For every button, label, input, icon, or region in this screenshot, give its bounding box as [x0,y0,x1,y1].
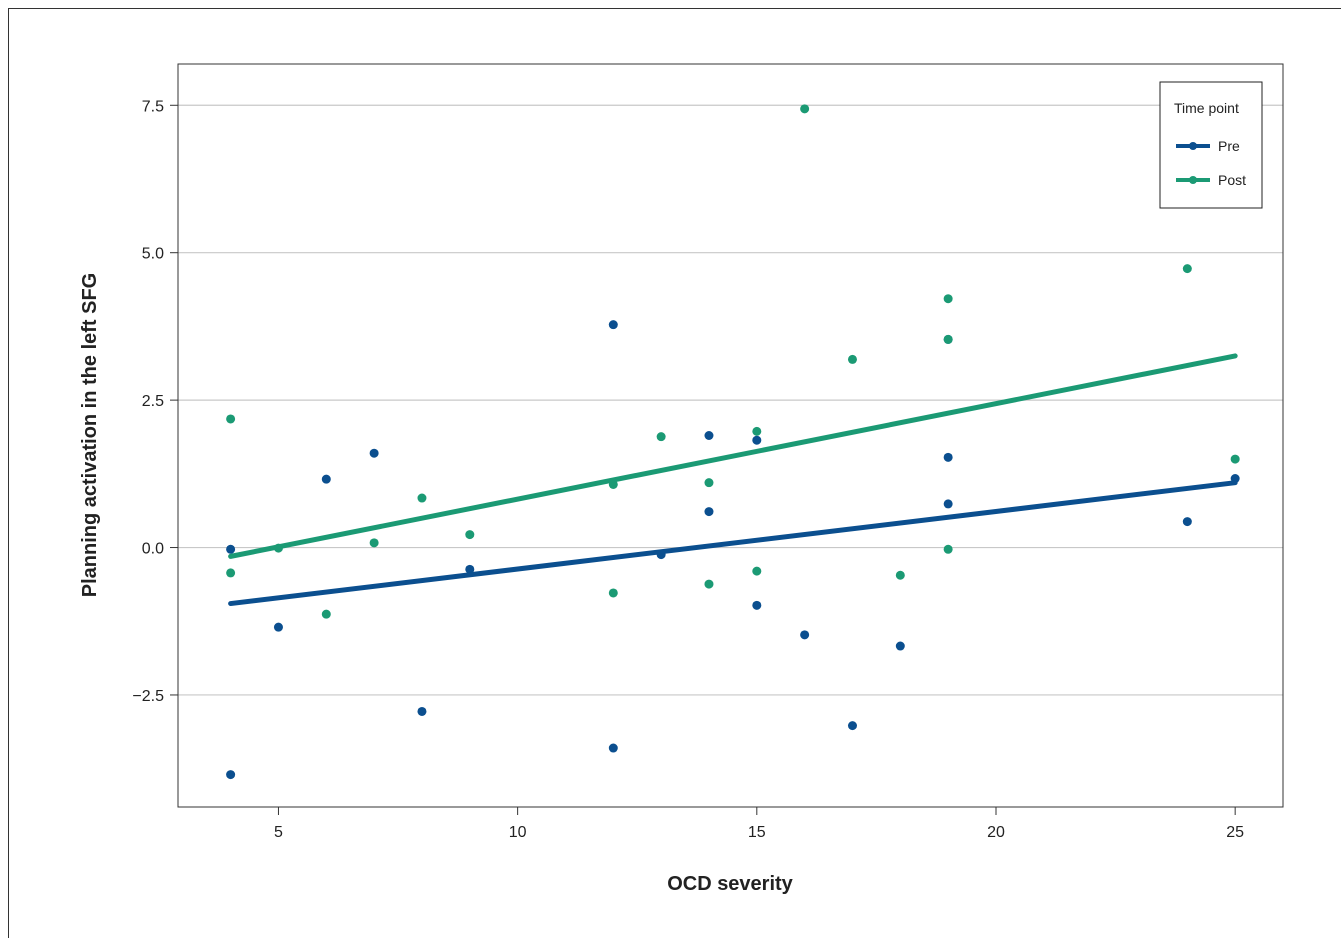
fit-line-post [228,353,1238,559]
data-point-pre [704,507,714,517]
data-point-pre [273,622,283,632]
y-tick-label: 5.0 [142,246,164,263]
x-axis-title: OCD severity [667,873,793,895]
data-point-post [895,570,905,580]
data-point-post [417,493,427,503]
x-tick-label: 20 [987,824,1005,841]
data-point-post [704,579,714,589]
y-tick-label: 0.0 [142,541,164,558]
legend: Time point Pre Post [1159,81,1263,209]
data-point-post [656,432,666,442]
data-point-pre [895,641,905,651]
data-point-pre [704,431,714,440]
data-point-post [704,478,714,488]
figure-frame [8,8,1341,938]
data-point-pre [369,448,379,458]
data-point-pre [752,600,762,610]
data-point-pre [608,320,618,330]
x-tick-label: 25 [1226,824,1244,841]
legend-entries: Pre Post [1176,138,1246,188]
y-tick-label: −2.5 [132,688,164,705]
y-axis-title: Planning activation in the left SFG [79,273,101,597]
data-point-post [321,609,331,619]
data-point-pre [847,721,857,731]
data-point-pre [226,544,236,554]
data-point-pre [752,435,762,445]
data-point-post [752,426,762,436]
data-point-pre [943,499,953,509]
legend-label-post: Post [1218,172,1246,188]
data-point-post [752,566,762,576]
data-point-pre [608,743,618,753]
data-point-post [608,588,618,598]
data-point-pre [321,474,331,484]
data-point-post [800,104,810,114]
data-point-pre [943,452,953,462]
series-pre [226,320,1240,780]
x-tick-label: 15 [748,824,766,841]
y-axis: −2.5 0.0 2.5 5.0 7.5 [132,98,178,705]
legend-marker-pre [1189,142,1197,150]
data-point-pre [1182,517,1192,527]
series-layer [226,104,1240,780]
data-point-post [226,568,236,578]
data-point-post [943,334,953,344]
x-tick-label: 10 [509,824,527,841]
data-point-post [1230,454,1240,464]
x-axis: 5 10 15 20 25 [274,807,1244,841]
y-tick-label: 2.5 [142,393,164,410]
plot-area-border [177,63,1284,808]
data-point-pre [417,706,427,716]
data-point-post [847,354,857,364]
legend-marker-post [1189,176,1197,184]
fit-line-pre [228,480,1238,607]
data-point-post [465,530,475,540]
data-point-post [1182,264,1192,274]
series-post [226,104,1240,619]
data-point-pre [465,564,475,574]
data-point-pre [800,630,810,640]
data-point-post [226,414,236,424]
legend-label-pre: Pre [1218,138,1240,154]
legend-title: Time point [1174,100,1239,116]
grid-layer [178,104,1283,696]
data-point-post [943,294,953,304]
data-point-pre [226,770,236,780]
x-tick-label: 5 [274,824,283,841]
y-tick-label: 7.5 [142,98,164,115]
data-point-post [943,544,953,554]
data-point-post [369,538,379,548]
